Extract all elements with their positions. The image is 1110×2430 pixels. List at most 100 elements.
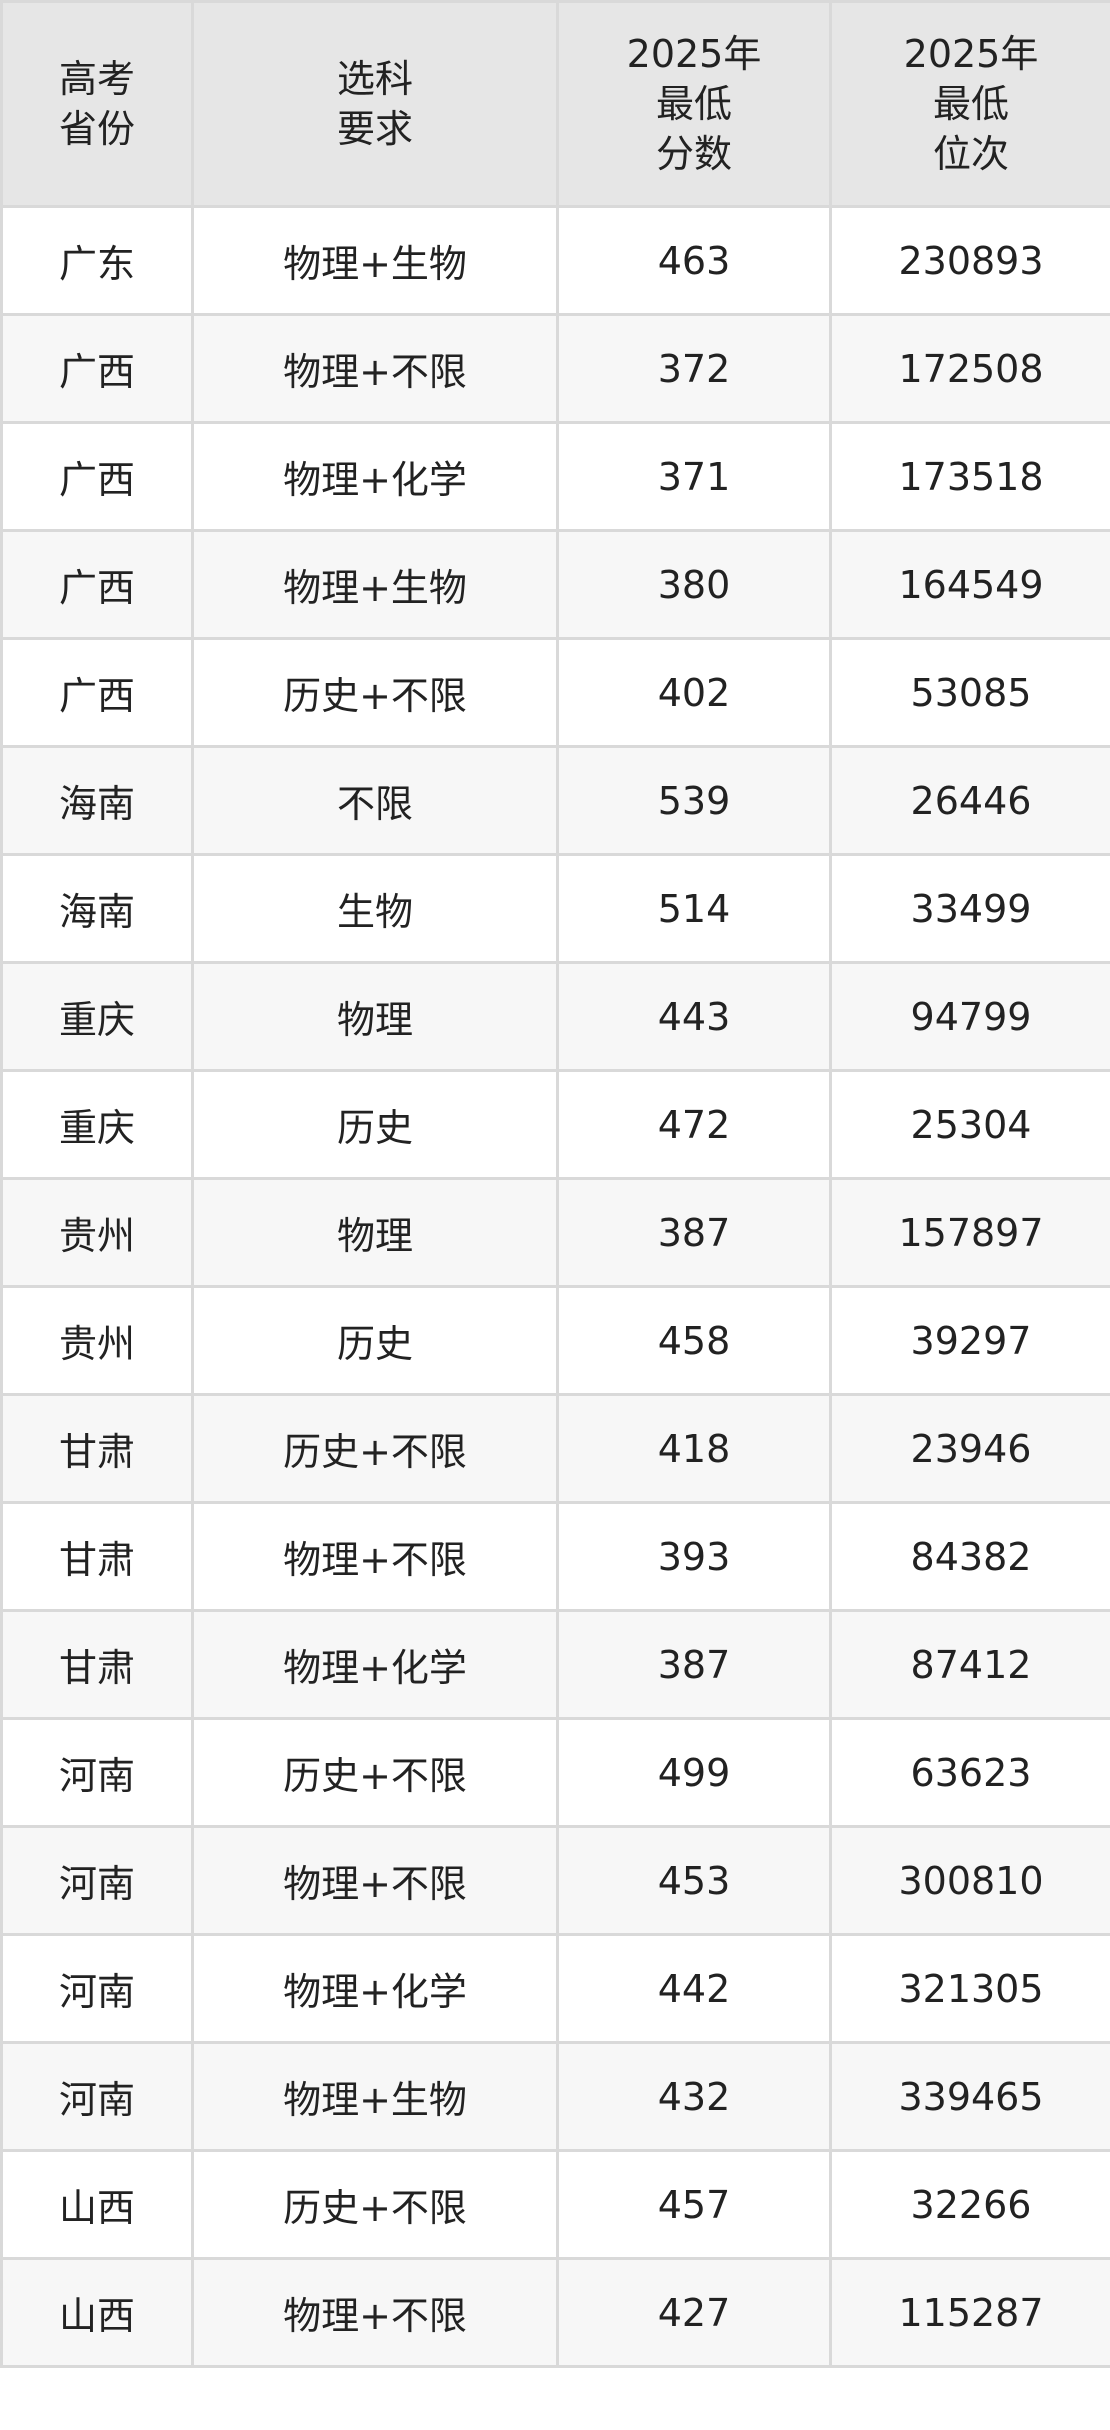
min-score-cell: 402: [556, 637, 832, 748]
province-cell: 甘肃: [0, 1393, 194, 1504]
header-min-rank: 2025年最低位次: [829, 0, 1110, 208]
header-line: 最低: [932, 82, 1009, 126]
min-rank-cell: 32266: [829, 2149, 1110, 2260]
table-row: 贵州 物理 387 157897: [0, 1177, 1110, 1288]
province-cell: 河南: [0, 1717, 194, 1828]
min-rank-cell: 172508: [829, 313, 1110, 424]
province-cell: 广西: [0, 529, 194, 640]
header-min-score: 2025年 最低 分数: [556, 0, 832, 208]
province-cell: 广东: [0, 205, 194, 316]
min-score-cell: 458: [556, 1285, 832, 1396]
subject-cell: 物理+生物: [191, 2041, 559, 2152]
header-line: 2025年: [626, 32, 762, 76]
table-row: 山西 历史+不限 457 32266: [0, 2149, 1110, 2260]
header-line: 高考: [58, 57, 135, 101]
min-score-cell: 380: [556, 529, 832, 640]
table-row: 广西 历史+不限 402 53085: [0, 637, 1110, 748]
min-rank-cell: 173518: [829, 421, 1110, 532]
admission-score-table: 高考 省份 选科 要求 2025年 最低 分数 2025年 最低 位次 广东 物理+生物 463 230…: [0, 0, 1110, 2368]
header-line: 2025年: [903, 32, 1039, 76]
table-row: 重庆 历史 472 25304: [0, 1069, 1110, 1180]
min-score-cell: 371: [556, 421, 832, 532]
province-cell: 贵州: [0, 1285, 194, 1396]
table-row: 河南 物理+生物 432 339465: [0, 2041, 1110, 2152]
min-rank-cell: 25304: [829, 1069, 1110, 1180]
table-row: 甘肃 物理+化学 387 87412: [0, 1609, 1110, 1720]
province-cell: 甘肃: [0, 1501, 194, 1612]
header-row: 高考 省份 选科 要求 2025年 最低 分数 2025年 最低 位次: [0, 0, 1110, 208]
subject-cell: 物理+生物: [191, 205, 559, 316]
min-rank-cell: 94799: [829, 961, 1110, 1072]
min-rank-cell: 164549: [829, 529, 1110, 640]
subject-cell: 不限: [191, 745, 559, 856]
min-rank-cell: 321305: [829, 1933, 1110, 2044]
header-line: 选科: [336, 57, 413, 101]
table-row: 河南 物理+化学 442 321305: [0, 1933, 1110, 2044]
min-rank-cell: 26446: [829, 745, 1110, 856]
subject-cell: 历史+不限: [191, 1393, 559, 1504]
subject-cell: 历史+不限: [191, 1717, 559, 1828]
min-score-cell: 514: [556, 853, 832, 964]
subject-cell: 生物: [191, 853, 559, 964]
subject-cell: 物理: [191, 961, 559, 1072]
province-cell: 广西: [0, 313, 194, 424]
min-score-cell: 457: [556, 2149, 832, 2260]
min-score-cell: 418: [556, 1393, 832, 1504]
province-cell: 甘肃: [0, 1609, 194, 1720]
min-rank-cell: 39297: [829, 1285, 1110, 1396]
province-cell: 重庆: [0, 1069, 194, 1180]
min-rank-cell: 84382: [829, 1501, 1110, 1612]
subject-cell: 历史+不限: [191, 637, 559, 748]
province-cell: 重庆: [0, 961, 194, 1072]
table-row: 海南 生物 514 33499: [0, 853, 1110, 964]
min-score-cell: 443: [556, 961, 832, 1072]
min-rank-cell: 23946: [829, 1393, 1110, 1504]
min-rank-cell: 87412: [829, 1609, 1110, 1720]
subject-cell: 物理+不限: [191, 2257, 559, 2368]
min-rank-cell: 230893: [829, 205, 1110, 316]
table-row: 广西 物理+不限 372 172508: [0, 313, 1110, 424]
subject-cell: 历史+不限: [191, 2149, 559, 2260]
subject-cell: 物理+不限: [191, 1501, 559, 1612]
min-score-cell: 453: [556, 1825, 832, 1936]
min-rank-cell: 53085: [829, 637, 1110, 748]
min-score-cell: 499: [556, 1717, 832, 1828]
subject-cell: 物理+不限: [191, 1825, 559, 1936]
header-province: 高考 省份: [0, 0, 194, 208]
subject-cell: 物理+生物: [191, 529, 559, 640]
min-rank-cell: 300810: [829, 1825, 1110, 1936]
province-cell: 河南: [0, 1933, 194, 2044]
min-rank-cell: 63623: [829, 1717, 1110, 1828]
province-cell: 海南: [0, 853, 194, 964]
table-row: 重庆 物理 443 94799: [0, 961, 1110, 1072]
min-score-cell: 387: [556, 1609, 832, 1720]
min-score-cell: 432: [556, 2041, 832, 2152]
subject-cell: 物理+化学: [191, 421, 559, 532]
province-cell: 山西: [0, 2149, 194, 2260]
province-cell: 贵州: [0, 1177, 194, 1288]
province-cell: 广西: [0, 637, 194, 748]
min-score-cell: 472: [556, 1069, 832, 1180]
header-line: 位次: [932, 132, 1009, 176]
header-line: 省份: [58, 107, 135, 151]
table-row: 河南 历史+不限 499 63623: [0, 1717, 1110, 1828]
table-row: 广西 物理+生物 380 164549: [0, 529, 1110, 640]
min-score-cell: 463: [556, 205, 832, 316]
subject-cell: 历史: [191, 1069, 559, 1180]
min-rank-cell: 157897: [829, 1177, 1110, 1288]
min-rank-cell: 115287: [829, 2257, 1110, 2368]
header-line: 分数: [655, 132, 732, 176]
subject-cell: 物理+化学: [191, 1933, 559, 2044]
subject-cell: 物理+化学: [191, 1609, 559, 1720]
table-row: 甘肃 历史+不限 418 23946: [0, 1393, 1110, 1504]
min-score-cell: 427: [556, 2257, 832, 2368]
table-row: 甘肃 物理+不限 393 84382: [0, 1501, 1110, 1612]
table-row: 山西 物理+不限 427 115287: [0, 2257, 1110, 2368]
header-subject-requirement: 选科 要求: [191, 0, 559, 208]
province-cell: 海南: [0, 745, 194, 856]
table-row: 广东 物理+生物 463 230893: [0, 205, 1110, 316]
min-score-cell: 372: [556, 313, 832, 424]
province-cell: 河南: [0, 1825, 194, 1936]
province-cell: 河南: [0, 2041, 194, 2152]
min-score-cell: 387: [556, 1177, 832, 1288]
